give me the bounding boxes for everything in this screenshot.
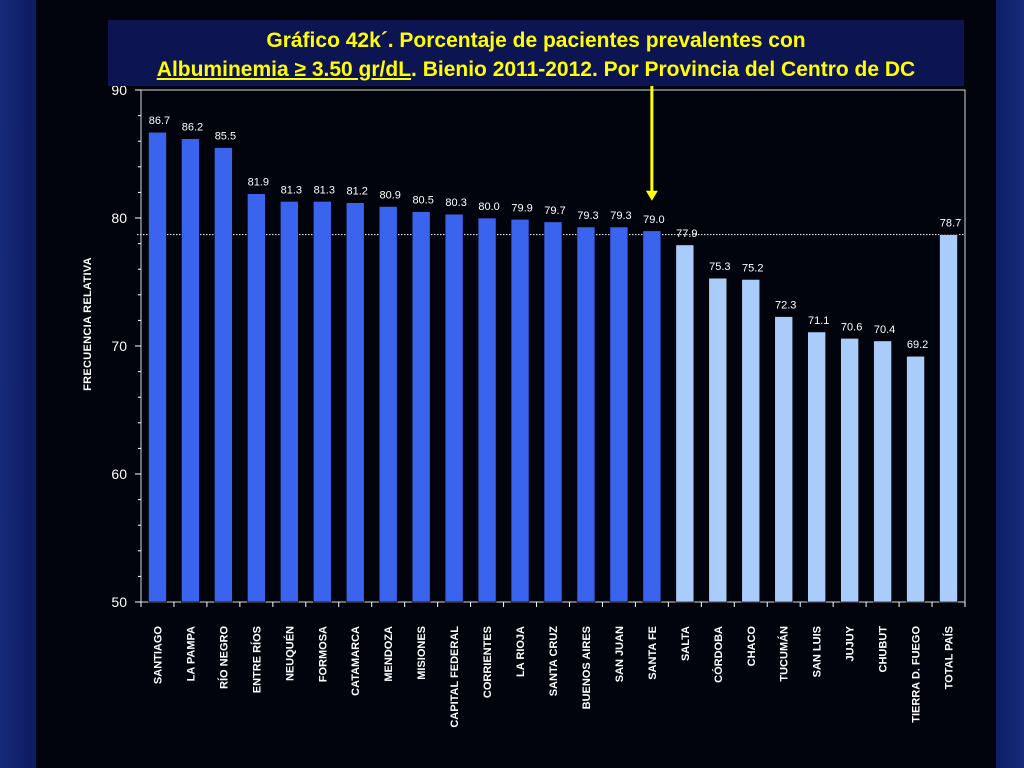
title-line-2: Albuminemia ≥ 3.50 gr/dL. Bienio 2011-20…: [108, 55, 964, 84]
bar: [181, 138, 200, 603]
bar-value-label: 80.0: [478, 201, 499, 213]
bar: [576, 226, 596, 603]
x-category-label: CÓRDOBA: [712, 626, 725, 683]
bar: [378, 206, 398, 603]
bar: [708, 277, 728, 603]
bar: [741, 279, 761, 603]
x-category-label: ENTRE RÍOS: [250, 626, 263, 693]
x-category-label: CHUBUT: [878, 626, 890, 673]
x-category-label: BUENOS AIRES: [581, 626, 593, 709]
x-category-label: SANTA CRUZ: [548, 626, 560, 697]
bar: [444, 213, 464, 603]
bar: [906, 355, 925, 603]
x-category-label: CATAMARCA: [350, 626, 362, 696]
x-category-label: SAN LUIS: [812, 626, 824, 677]
y-axis-label: FRECUENCIA RELATIVA: [82, 257, 94, 391]
x-category-label: LA PAMPA: [185, 626, 197, 681]
bar: [939, 234, 958, 603]
bar-value-label: 79.3: [610, 210, 631, 222]
bar-value-label: 81.9: [248, 177, 269, 189]
bar-value-label: 70.6: [841, 321, 862, 333]
y-tick-label: 60: [111, 466, 127, 482]
bar-value-label: 69.2: [907, 339, 928, 351]
bar: [148, 131, 167, 603]
y-tick-label: 90: [111, 82, 127, 98]
bar: [280, 201, 299, 603]
x-category-label: MISIONES: [416, 626, 428, 680]
highlight-arrow-head: [645, 190, 658, 201]
y-tick-label: 70: [111, 338, 127, 354]
bar: [873, 340, 892, 603]
bar-value-label: 79.3: [577, 210, 598, 222]
bar: [214, 147, 233, 603]
bar: [642, 230, 662, 603]
x-category-label: SALTA: [680, 626, 692, 661]
title-line-1: Gráfico 42k´. Porcentaje de pacientes pr…: [266, 29, 806, 52]
bar-value-label: 72.3: [775, 300, 796, 312]
x-category-label: CHACO: [746, 626, 758, 667]
bar-value-label: 71.1: [808, 315, 829, 327]
title-underlined-part: Albuminemia ≥ 3.50 gr/dL: [156, 58, 412, 81]
bar: [345, 202, 365, 603]
bar-value-label: 75.2: [742, 262, 763, 274]
bar: [510, 218, 530, 603]
x-category-label: FORMOSA: [317, 626, 329, 682]
bar-value-label: 85.5: [215, 131, 236, 143]
bar-value-label: 79.7: [544, 205, 565, 217]
bar-value-label: 70.4: [874, 324, 895, 336]
bar-value-label: 86.7: [149, 115, 170, 127]
bar-value-label: 80.3: [445, 197, 466, 209]
x-category-label: TIERRA D. FUEGO: [911, 626, 923, 723]
bar-value-label: 79.0: [643, 214, 664, 226]
chart-title: Gráfico 42k´. Porcentaje de pacientes pr…: [108, 20, 964, 86]
x-category-label: SAN JUAN: [614, 626, 626, 682]
bar-value-label: 86.2: [182, 122, 203, 134]
title-rest: . Bienio 2011-2012. Por Provincia del Ce…: [411, 58, 916, 81]
bar: [312, 201, 332, 603]
bar: [411, 211, 431, 603]
bar-value-label: 81.3: [314, 184, 335, 196]
bar: [543, 221, 563, 603]
x-category-label: NEUQUÉN: [283, 626, 296, 681]
bar-value-label: 77.9: [676, 228, 697, 240]
bar: [609, 226, 629, 603]
bar: [807, 331, 826, 603]
bar: [675, 244, 695, 603]
x-category-label: SANTA FE: [647, 626, 659, 680]
x-category-label: TUCUMÁN: [778, 626, 791, 682]
bar: [774, 316, 794, 603]
x-category-label: JUJUY: [845, 625, 857, 661]
bar: [477, 217, 497, 603]
bar-value-label: 80.9: [379, 189, 400, 201]
x-category-label: MENDOZA: [383, 626, 395, 682]
bar-value-label: 80.5: [412, 195, 433, 207]
x-category-label: CAPITAL FEDERAL: [449, 626, 461, 728]
bar-value-label: 81.2: [347, 186, 368, 198]
x-category-label: CORRIENTES: [482, 626, 494, 698]
y-tick-label: 80: [111, 210, 127, 226]
x-category-label: RÍO NEGRO: [217, 626, 230, 689]
bar: [840, 338, 859, 603]
bar: [247, 193, 266, 603]
x-category-label: SANTIAGO: [152, 626, 164, 685]
x-category-label: LA RIOJA: [515, 626, 527, 677]
x-category-label: TOTAL PAÍS: [943, 626, 956, 689]
bar-value-label: 81.3: [281, 184, 302, 196]
bar-value-label: 78.7: [940, 218, 961, 230]
bar-value-label: 75.3: [709, 261, 730, 273]
y-tick-label: 50: [111, 594, 127, 610]
bar-value-label: 79.9: [511, 202, 532, 214]
